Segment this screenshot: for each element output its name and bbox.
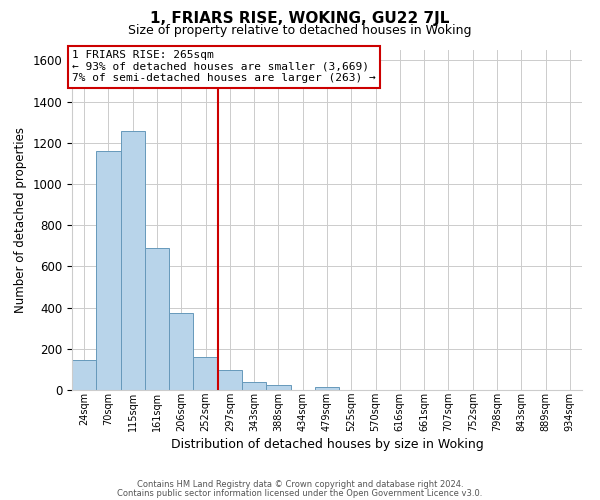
Bar (72, 360, 96, 390)
Text: 1 FRIARS RISE: 265sqm
← 93% of detached houses are smaller (3,669)
7% of semi-de: 1 FRIARS RISE: 265sqm ← 93% of detached … (72, 50, 376, 83)
Y-axis label: Number of detached properties: Number of detached properties (14, 127, 27, 313)
Bar (242, 382, 266, 390)
X-axis label: Distribution of detached houses by size in Woking: Distribution of detached houses by size … (170, 438, 484, 451)
Bar (266, 386, 290, 390)
Text: 1, FRIARS RISE, WOKING, GU22 7JL: 1, FRIARS RISE, WOKING, GU22 7JL (151, 11, 449, 26)
Bar (121, 132, 145, 390)
Bar (145, 248, 169, 390)
Bar (193, 357, 218, 390)
Bar (315, 387, 339, 390)
Bar (96, 151, 121, 390)
Text: Size of property relative to detached houses in Woking: Size of property relative to detached ho… (128, 24, 472, 37)
Bar (169, 312, 193, 390)
Bar (218, 370, 242, 390)
Text: Contains public sector information licensed under the Open Government Licence v3: Contains public sector information licen… (118, 488, 482, 498)
Text: Contains HM Land Registry data © Crown copyright and database right 2024.: Contains HM Land Registry data © Crown c… (137, 480, 463, 489)
